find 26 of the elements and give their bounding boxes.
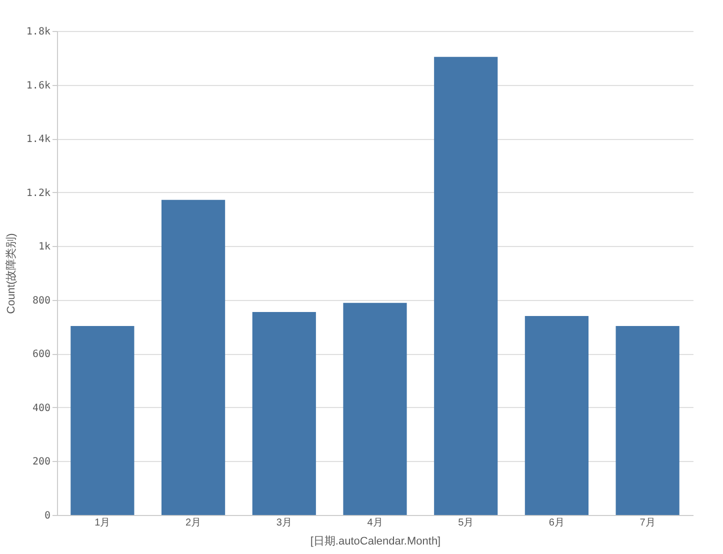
- x-tick-label: 4月: [367, 518, 383, 528]
- y-axis-title: Count(故障类别): [4, 233, 18, 314]
- bar: [70, 326, 134, 515]
- bar: [252, 312, 316, 515]
- y-tick-label: 1.8k: [26, 26, 50, 38]
- x-tick-label: 5月: [458, 518, 474, 528]
- bar: [161, 200, 226, 515]
- y-tick-label: 400: [32, 402, 50, 414]
- y-tick-label: 0: [44, 510, 50, 522]
- x-tick-label: 7月: [640, 518, 656, 528]
- bar: [524, 316, 589, 515]
- bar: [616, 326, 680, 515]
- y-tick-label: 1k: [38, 242, 50, 253]
- y-tick-label: 1.2k: [26, 188, 50, 199]
- x-tick-label: 2月: [186, 518, 202, 528]
- x-axis-title: [日期.autoCalendar.Month]: [310, 536, 441, 548]
- y-tick-label: 1.4k: [26, 134, 50, 146]
- x-tick-label: 6月: [548, 518, 564, 528]
- y-tick-label: 1.6k: [26, 80, 50, 92]
- bar: [434, 56, 498, 515]
- y-tick-label: 600: [32, 349, 50, 360]
- y-tick-label: 800: [32, 295, 50, 306]
- y-tick-label: 200: [32, 456, 50, 468]
- x-tick-label: 3月: [276, 518, 292, 528]
- bar: [343, 302, 407, 515]
- x-tick-label: 1月: [94, 518, 110, 528]
